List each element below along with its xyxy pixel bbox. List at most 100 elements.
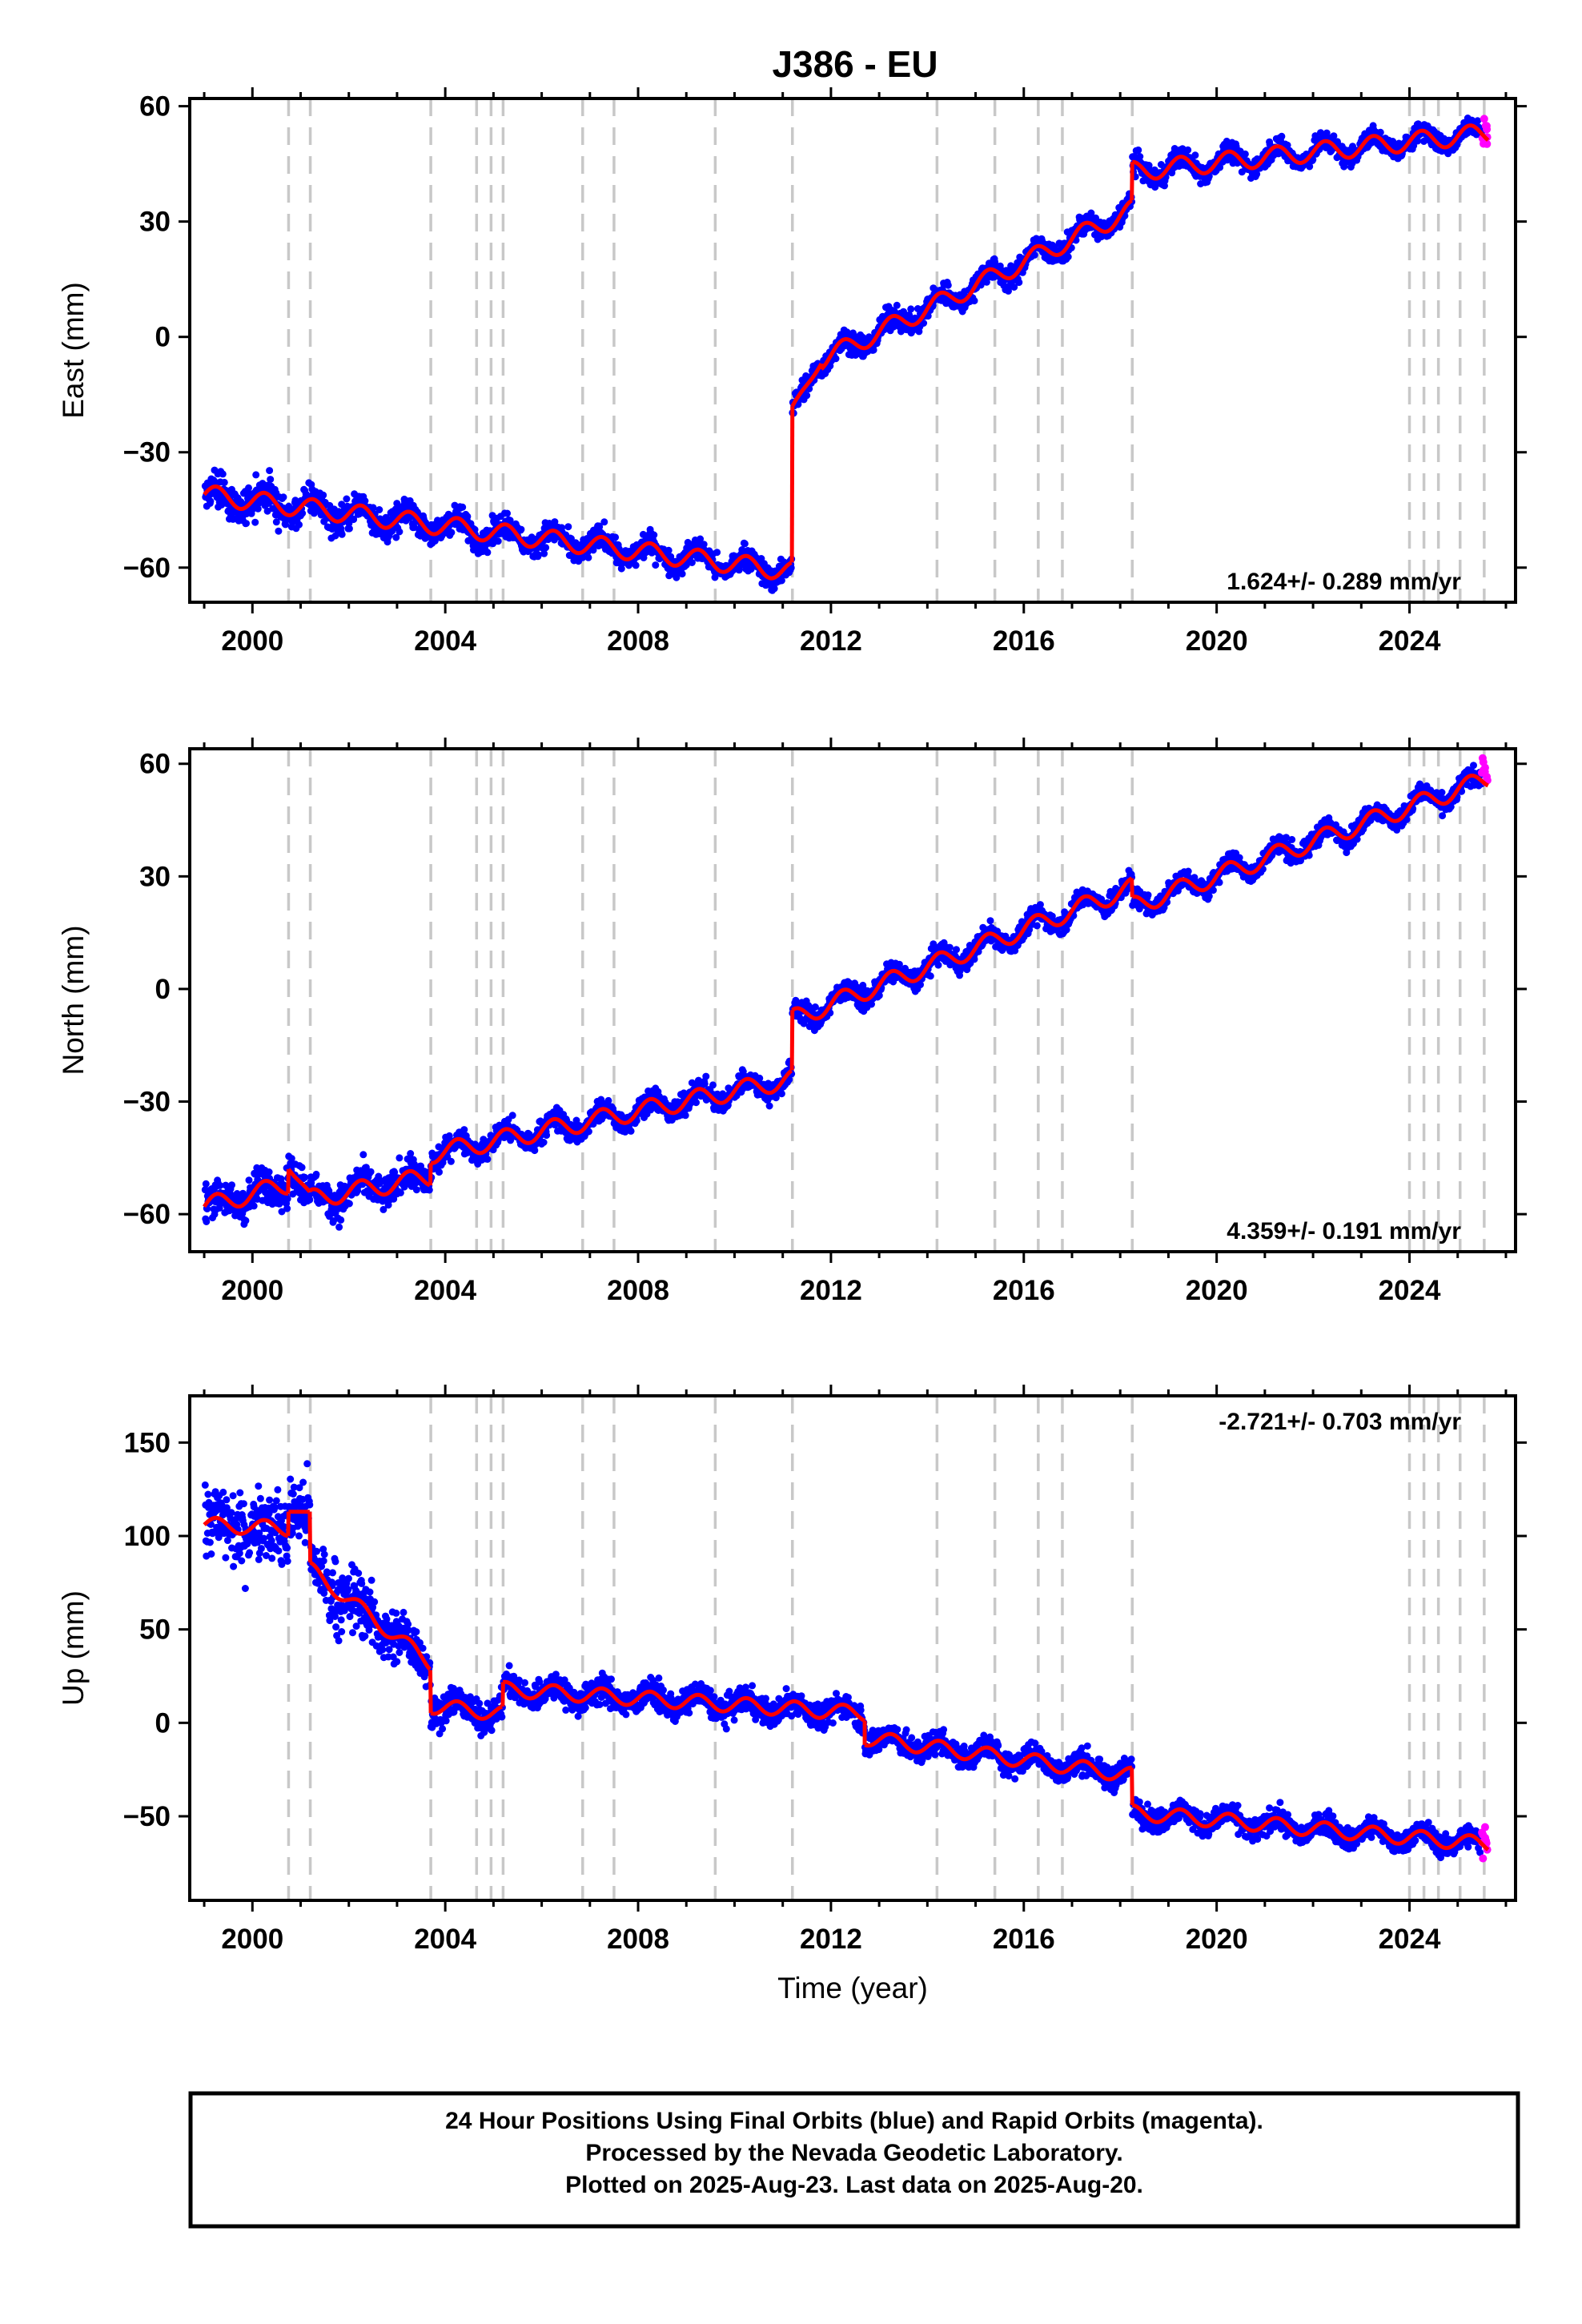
x-tick-label: 2008 xyxy=(607,1275,669,1306)
y-tick-label: 60 xyxy=(139,749,171,780)
model-fit-segment xyxy=(203,1515,289,1538)
x-tick-label: 2000 xyxy=(221,625,283,657)
model-fit-segment xyxy=(790,362,824,408)
y-tick-label: 0 xyxy=(155,1707,171,1739)
x-tick-label: 2012 xyxy=(800,1275,862,1306)
footer-frame xyxy=(188,2091,1520,2229)
y-tick-label: −30 xyxy=(123,437,171,468)
event-lines xyxy=(287,749,1486,1252)
model-fit-offset xyxy=(1130,162,1134,201)
velocity-rate-label: -2.721+/- 0.703 mm/yr xyxy=(1219,1409,1461,1435)
x-tick-label: 2008 xyxy=(607,1924,669,1955)
model-fit xyxy=(203,1510,1490,1852)
rapid-orbit-point xyxy=(1480,767,1489,776)
panel-frame xyxy=(188,97,1517,604)
panels-group: 2000 2004 2008 2012 2016 2020 2024 −60 −30 0 30 60 E… xyxy=(57,87,1527,2004)
model-fit-offset xyxy=(1130,1767,1134,1806)
velocity-rate-label: 1.624+/- 0.289 mm/yr xyxy=(1227,569,1461,595)
x-tick-label: 2024 xyxy=(1379,1275,1441,1306)
x-tick-label: 2016 xyxy=(993,1275,1055,1306)
final-orbit-point-cloud xyxy=(201,1460,1486,1862)
footer-line-2: Processed by the Nevada Geodetic Laborat… xyxy=(585,2140,1122,2166)
panel-up: 2000 2004 2008 2012 2016 2020 2024 −50 0 50 100 150… xyxy=(57,1385,1527,2004)
x-tick-label: 2012 xyxy=(800,625,862,657)
panel-frame xyxy=(188,747,1517,1253)
x-tick-label: 2024 xyxy=(1379,1924,1441,1955)
model-fit-offset xyxy=(428,1163,433,1186)
y-tick-label: −50 xyxy=(123,1801,171,1832)
x-tick-label: 2004 xyxy=(414,625,476,657)
x-tick-label: 2020 xyxy=(1186,1924,1248,1955)
x-tick-label: 2000 xyxy=(221,1275,283,1306)
final-orbit-points xyxy=(201,762,1486,1231)
model-fit-offset xyxy=(307,1511,313,1563)
x-tick-label: 2020 xyxy=(1186,625,1248,657)
model-fit-segment xyxy=(1131,774,1489,910)
final-orbit-point-cloud xyxy=(201,115,1486,594)
x-tick-label: 2000 xyxy=(221,1924,283,1955)
x-axis-ticks: 2000 2004 2008 2012 2016 2020 2024 xyxy=(203,1385,1508,1955)
model-fit-segment xyxy=(502,1679,866,1723)
panel-frame xyxy=(188,1394,1517,1902)
model-fit xyxy=(203,123,1490,581)
x-tick-label: 2016 xyxy=(993,625,1055,657)
x-tick-label: 2016 xyxy=(993,1924,1055,1955)
model-fit-offset xyxy=(286,1168,291,1194)
x-tick-label: 2012 xyxy=(800,1924,862,1955)
rapid-orbit-points xyxy=(1477,754,1492,786)
model-fit-offset xyxy=(307,1189,312,1193)
x-tick-label: 2004 xyxy=(414,1275,476,1306)
y-axis-label: East (mm) xyxy=(57,282,90,419)
model-fit-segment xyxy=(430,1068,793,1165)
model-fit-segment xyxy=(309,1560,432,1671)
x-axis-ticks: 2000 2004 2008 2012 2016 2020 2024 xyxy=(203,87,1508,657)
model-fit-segment xyxy=(430,1699,503,1721)
y-tick-label: 0 xyxy=(155,322,171,353)
y-tick-label: −60 xyxy=(123,553,171,584)
velocity-rate-label: 4.359+/- 0.191 mm/yr xyxy=(1227,1218,1461,1244)
y-axis-ticks: −50 0 50 100 150 xyxy=(123,1427,1527,1832)
rapid-orbit-point xyxy=(1480,115,1488,123)
x-tick-label: 2008 xyxy=(607,625,669,657)
y-tick-label: 150 xyxy=(124,1427,171,1458)
footer-line-1: 24 Hour Positions Using Final Orbits (bl… xyxy=(445,2108,1263,2134)
model-fit-offset xyxy=(789,406,795,563)
final-orbit-point-cloud xyxy=(201,762,1486,1231)
y-tick-label: −60 xyxy=(123,1199,171,1230)
footer-line-3: Plotted on 2025-Aug-23. Last data on 202… xyxy=(565,2172,1143,2198)
model-fit-segment xyxy=(309,1168,431,1206)
panel-north: 2000 2004 2008 2012 2016 2020 2024 −60 −30 0 30 60 N… xyxy=(57,738,1527,1306)
y-tick-label: 60 xyxy=(139,91,171,123)
final-orbit-points xyxy=(201,115,1486,594)
model-fit-offset xyxy=(500,1682,505,1707)
y-tick-label: −30 xyxy=(123,1087,171,1118)
x-tick-label: 2004 xyxy=(414,1924,476,1955)
y-tick-label: 0 xyxy=(155,974,171,1005)
y-tick-label: 50 xyxy=(139,1614,171,1646)
panel-east: 2000 2004 2008 2012 2016 2020 2024 −60 −30 0 30 60 E… xyxy=(57,87,1527,657)
rapid-orbit-point xyxy=(1479,1830,1488,1839)
model-fit-offset xyxy=(428,1670,433,1714)
model-fit-segment xyxy=(287,1168,311,1193)
model-fit-segment xyxy=(1132,123,1490,181)
y-axis-ticks: −60 −30 0 30 60 xyxy=(123,749,1527,1230)
x-axis-ticks: 2000 2004 2008 2012 2016 2020 2024 xyxy=(203,738,1508,1306)
model-fit-offset xyxy=(286,1511,291,1537)
model-fit-segment xyxy=(1131,1803,1490,1852)
y-tick-label: 30 xyxy=(139,207,171,238)
y-axis-label: North (mm) xyxy=(57,925,90,1075)
x-tick-label: 2020 xyxy=(1186,1275,1248,1306)
footer-box: 24 Hour Positions Using Final Orbits (bl… xyxy=(188,2091,1520,2229)
model-fit-segment xyxy=(203,485,793,581)
y-axis-ticks: −60 −30 0 30 60 xyxy=(123,91,1527,584)
y-axis-label: Up (mm) xyxy=(57,1590,90,1706)
model-fit-offset xyxy=(1130,878,1134,898)
model-fit-offset xyxy=(789,1010,795,1071)
model-fit-segment xyxy=(864,1731,1132,1782)
final-orbit-points xyxy=(201,1460,1486,1862)
x-tick-label: 2024 xyxy=(1379,625,1441,657)
y-tick-label: 30 xyxy=(139,861,171,892)
model-fit-segment xyxy=(791,876,1133,1021)
model-fit-segment xyxy=(820,199,1133,371)
